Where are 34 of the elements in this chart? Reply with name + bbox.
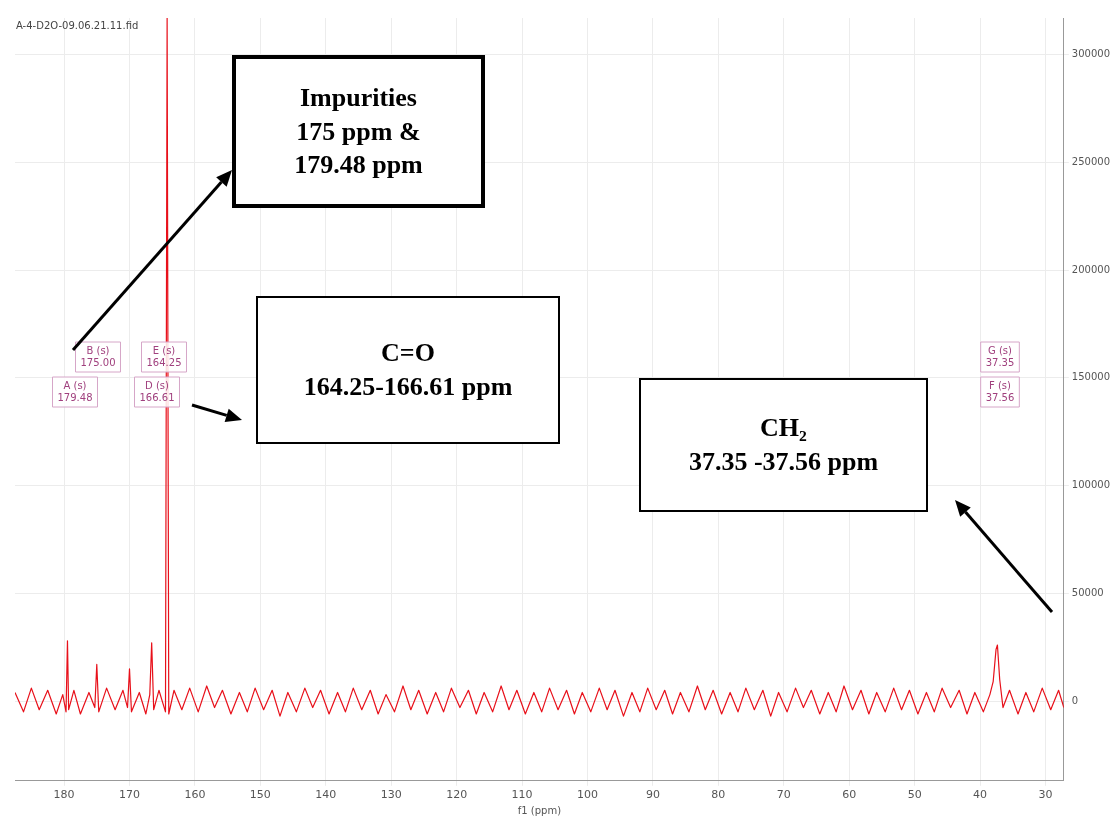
- y-tick-label: 0: [1071, 694, 1079, 706]
- x-tick-label: 30: [1038, 788, 1053, 802]
- annotation: B (s) 175.00: [80, 344, 116, 368]
- y-tick-label: 50000: [1071, 586, 1104, 598]
- annotation: F (s) 37.56: [985, 379, 1015, 403]
- annotation: G (s) 37.35: [985, 344, 1015, 368]
- y-tick-label: 300000: [1071, 48, 1111, 60]
- x-tick-label: 130: [380, 788, 402, 802]
- x-tick-label: 110: [511, 788, 533, 802]
- annotation: E (s) 164.25: [146, 344, 182, 368]
- text-box: CH₂ 37.35 -37.56 ppm: [639, 378, 928, 512]
- x-tick-label: 80: [711, 788, 726, 802]
- y-tick-label: 150000: [1071, 371, 1111, 383]
- x-tick-label: 150: [249, 788, 271, 802]
- y-tick-label: 200000: [1071, 263, 1111, 275]
- x-tick-label: 120: [446, 788, 468, 802]
- annotation: A-4-D2O-09.06.21.11.fid: [16, 20, 139, 31]
- text-box: Impurities 175 ppm & 179.48 ppm: [232, 55, 485, 208]
- x-tick-label: 100: [577, 788, 598, 802]
- x-tick-label: 90: [645, 788, 660, 802]
- x-tick-label: 170: [119, 788, 140, 802]
- x-tick-label: 50: [907, 788, 922, 802]
- annotation: A (s) 179.48: [57, 379, 93, 403]
- x-tick-label: 70: [776, 788, 791, 802]
- x-axis-title: f1 (ppm): [517, 804, 562, 816]
- x-tick-label: 60: [842, 788, 857, 802]
- annotation: D (s) 166.61: [139, 379, 175, 403]
- x-tick-label: 140: [315, 788, 337, 802]
- x-tick-label: 180: [53, 788, 75, 802]
- x-tick-label: 160: [184, 788, 206, 802]
- y-tick-label: 100000: [1071, 479, 1111, 491]
- y-tick-label: 250000: [1071, 155, 1111, 167]
- text-box: C=O 164.25-166.61 ppm: [256, 296, 560, 444]
- x-tick-label: 40: [973, 788, 988, 802]
